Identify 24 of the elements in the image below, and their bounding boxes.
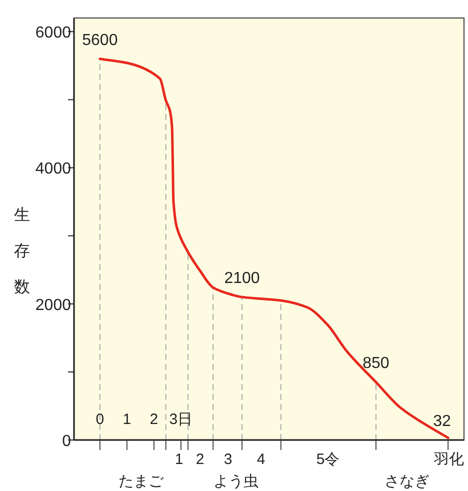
x-tick: 3日 xyxy=(169,411,193,428)
y-tick: 0 xyxy=(62,433,71,450)
x-tick: 1 xyxy=(122,411,132,428)
annotation: よう虫 xyxy=(214,473,258,490)
y-label: 数 xyxy=(14,279,30,296)
annotation: 4 xyxy=(256,451,266,468)
data-label: 32 xyxy=(433,412,451,430)
annotation: 羽化 xyxy=(434,451,464,468)
annotation: 3 xyxy=(224,451,232,468)
annotation: 5令 xyxy=(316,451,340,468)
y-label: 生 xyxy=(14,207,30,224)
annotation: たまご xyxy=(118,473,164,490)
annotation: 1 xyxy=(174,451,184,468)
y-label: 存 xyxy=(14,243,30,260)
y-tick: 4000 xyxy=(35,160,71,178)
annotation: 2 xyxy=(196,451,204,468)
data-label: 5600 xyxy=(82,32,118,49)
y-tick: 2000 xyxy=(35,296,71,314)
data-label: 850 xyxy=(362,355,390,372)
data-label: 2100 xyxy=(224,270,260,288)
x-tick: 2 xyxy=(150,411,158,428)
annotation: さなぎ xyxy=(384,473,430,490)
y-tick: 6000 xyxy=(35,24,71,42)
x-tick: 0 xyxy=(96,411,104,428)
